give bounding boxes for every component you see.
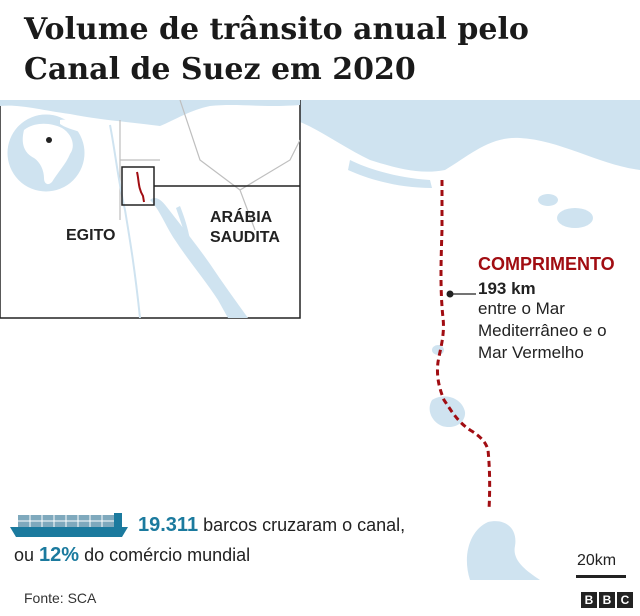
scale-line [576, 575, 626, 578]
trade-stat: ou 12% do comércio mundial [14, 543, 250, 567]
location-dot-icon [46, 137, 52, 143]
label-saudi-arabia: ARÁBIA SAUDITA [210, 209, 280, 246]
trade-share: 12% [39, 544, 80, 566]
scale-bar: 20km [570, 548, 630, 582]
mediterranean-sea [300, 100, 640, 172]
chart-title: Volume de trânsito anual pelo Canal de S… [24, 12, 529, 87]
trade-text: do comércio mundial [84, 545, 251, 565]
trade-prefix: ou [14, 545, 35, 565]
globe-continents [22, 119, 80, 185]
ships-count: 19.311 [138, 514, 199, 536]
inset-nile [109, 124, 141, 318]
bbc-letter: C [617, 592, 633, 608]
label-egypt: EGITO [66, 227, 116, 244]
length-pointer-dot [446, 290, 454, 298]
suez-map [0, 100, 640, 580]
lake-timsah [432, 345, 444, 355]
ships-stat: 19.311 barcos cruzaram o canal, [138, 513, 405, 537]
bbc-letter: B [581, 592, 597, 608]
inset-red-sea [150, 198, 248, 318]
inset-gulf-of-aqaba [176, 206, 190, 240]
bbc-letter: B [599, 592, 615, 608]
source-note: Fonte: SCA [24, 590, 97, 606]
gulf-of-suez [466, 521, 540, 580]
length-title: COMPRIMENTO [478, 254, 615, 274]
bbc-logo: B B C [581, 592, 633, 608]
canal-route [436, 180, 492, 511]
inset-canal-route [136, 171, 145, 203]
scale-label: 20km [577, 552, 617, 569]
coastal-lagoon [348, 160, 432, 188]
length-description: entre o Mar Mediterrâneo e o Mar Vermelh… [478, 299, 607, 362]
inset-mediterranean [0, 100, 300, 126]
container-ship-icon [10, 513, 128, 537]
coastal-lagoon [557, 208, 593, 228]
length-value: 193 km [478, 279, 536, 298]
coastal-lagoon [538, 194, 558, 206]
ships-text: barcos cruzaram o canal, [203, 515, 406, 535]
inset-border [119, 100, 300, 231]
